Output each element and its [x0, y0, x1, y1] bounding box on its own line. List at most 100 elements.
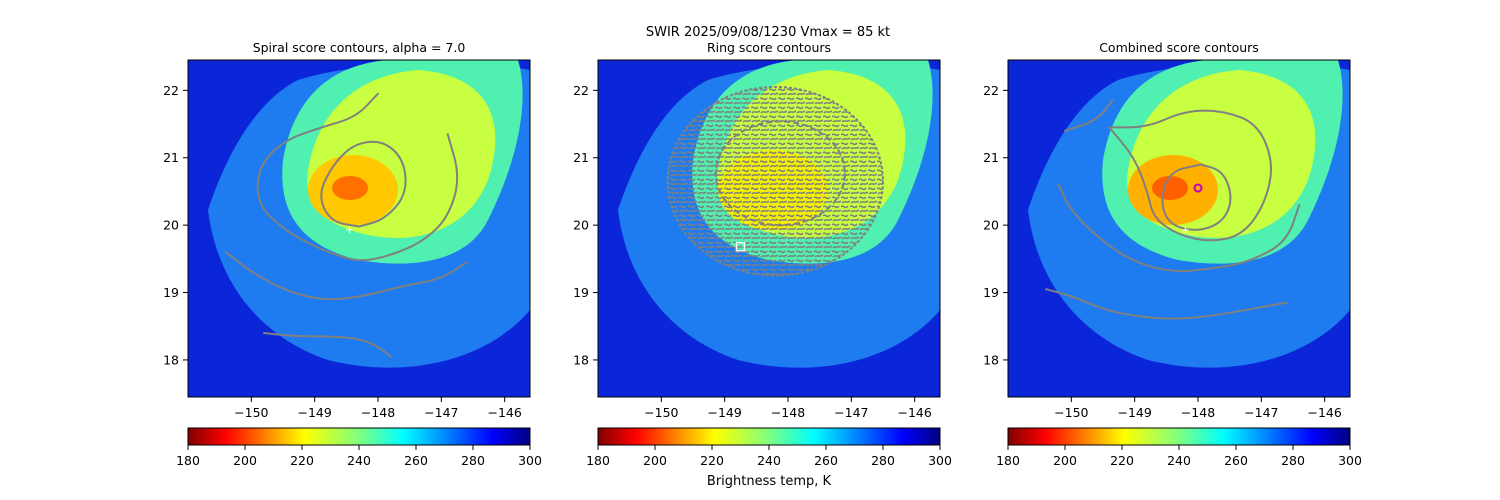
y-tick-label: 20: [573, 218, 589, 233]
panel-spiral: Spiral score contours, alpha = 7.0 −150−…: [163, 40, 542, 468]
colorbar-tick-label: 300: [1338, 453, 1362, 468]
x-tick-label: −150: [234, 405, 268, 420]
colorbar-ticks: 180 200 220 240 260 280 300: [176, 445, 542, 468]
marker-layer: [735, 241, 746, 252]
best-center-marker: [1193, 183, 1203, 193]
x-tick-label: −149: [1117, 405, 1151, 420]
x-tick-label: −149: [707, 405, 741, 420]
y-axis: 18 19 20 21 22: [983, 83, 1008, 367]
x-tick-label: −146: [897, 405, 931, 420]
figure-suptitle: SWIR 2025/09/08/1230 Vmax = 85 kt: [646, 25, 890, 40]
x-tick-label: −148: [361, 405, 395, 420]
x-tick-label: −146: [1307, 405, 1341, 420]
x-axis: −150 −149 −148 −147 −146: [1054, 397, 1342, 420]
contour-line: [263, 332, 392, 358]
colorbar-tick-label: 200: [233, 453, 257, 468]
contour-line: [225, 251, 468, 301]
y-tick-label: 21: [983, 150, 999, 165]
y-tick-label: 18: [573, 352, 589, 367]
colorbar-ticks: 180 200 220 240 260 280 300: [996, 445, 1362, 468]
x-axis: −150 −149 −148 −147 −146: [644, 397, 932, 420]
y-tick-label: 18: [163, 352, 179, 367]
contour-line: [1161, 163, 1232, 231]
colorbar-tick-label: 180: [586, 453, 610, 468]
heatmap-image: [1008, 60, 1350, 397]
colorbar-tick-label: 280: [871, 453, 895, 468]
contour-layer: [1045, 99, 1301, 320]
colorbar-tick-label: 260: [404, 453, 428, 468]
cloud-hotspot: [1152, 176, 1188, 200]
colorbar: 180 200 220 240 260 280 300: [586, 427, 952, 468]
y-tick-label: 20: [983, 218, 999, 233]
x-tick-label: −148: [1181, 405, 1215, 420]
axes-frame: [597, 59, 941, 398]
ring-contour-inner: [714, 120, 846, 227]
colorbar-tick-label: 200: [643, 453, 667, 468]
y-tick-label: 20: [163, 218, 179, 233]
marker-layer: [1182, 183, 1203, 233]
colorbar-tick-label: 180: [176, 453, 200, 468]
y-tick-label: 21: [163, 150, 179, 165]
panel-title: Spiral score contours, alpha = 7.0: [253, 40, 466, 55]
y-tick-label: 19: [983, 285, 999, 300]
panel-combined: Combined score contours −150 −149 −148 −147…: [983, 40, 1362, 468]
x-tick-label: −149: [297, 405, 331, 420]
colorbar-tick-label: 300: [518, 453, 542, 468]
x-tick-label: −147: [424, 405, 458, 420]
colorbar-tick-label: 280: [1281, 453, 1305, 468]
colorbar: 180 200 220 240 260 280 300: [996, 427, 1362, 468]
y-axis: 18 19 20 21 22: [573, 83, 598, 367]
contour-line: [256, 92, 459, 262]
colorbar-tick-label: 240: [1167, 453, 1191, 468]
contour-layer: [225, 92, 468, 358]
colorbar-strip: [1007, 427, 1351, 446]
colorbar-tick-label: 220: [700, 453, 724, 468]
y-tick-label: 19: [573, 285, 589, 300]
colorbar-tick-label: 260: [814, 453, 838, 468]
y-tick-label: 22: [983, 83, 999, 98]
colorbar-tick-label: 200: [1053, 453, 1077, 468]
contour-line: [1108, 109, 1273, 242]
x-axis: −150 −149 −148 −147 −146: [234, 397, 522, 420]
x-tick-label: −150: [644, 405, 678, 420]
y-tick-label: 18: [983, 352, 999, 367]
center-plus-marker: [1182, 226, 1189, 233]
axes-frame: [187, 59, 531, 398]
marker-layer: [346, 226, 353, 233]
x-tick-label: −150: [1054, 405, 1088, 420]
colorbar-strip: [187, 427, 531, 446]
ring-contour-cluster: [666, 85, 884, 277]
colorbar-label: Brightness temp, K: [707, 474, 832, 489]
panel-title: Ring score contours: [707, 40, 831, 55]
contour-line: [1064, 99, 1114, 132]
colorbar-tick-label: 240: [757, 453, 781, 468]
colorbar-strip: [597, 427, 941, 446]
axes-frame: [1007, 59, 1351, 398]
center-square-marker: [735, 241, 746, 252]
y-axis: 18 19 20 21 22: [163, 83, 188, 367]
y-tick-label: 22: [163, 83, 179, 98]
x-tick-label: −148: [771, 405, 805, 420]
ring-contour-region: [666, 85, 884, 277]
colorbar-tick-label: 220: [290, 453, 314, 468]
x-tick-label: −147: [1244, 405, 1278, 420]
colorbar-tick-label: 300: [928, 453, 952, 468]
panel-ring: Ring score contours −150 −149 −148 −147 −146…: [573, 40, 952, 489]
y-tick-label: 22: [573, 83, 589, 98]
y-tick-label: 21: [573, 150, 589, 165]
colorbar-tick-label: 280: [461, 453, 485, 468]
x-tick-label: −146: [487, 405, 521, 420]
x-tick-label: −147: [834, 405, 868, 420]
contour-line: [1057, 183, 1301, 273]
panel-title: Combined score contours: [1099, 40, 1259, 55]
colorbar: 180 200 220 240 260 280 300: [176, 427, 542, 468]
center-plus-marker: [346, 226, 353, 233]
colorbar-tick-label: 180: [996, 453, 1020, 468]
heatmap-image: [188, 60, 530, 397]
colorbar-tick-label: 220: [1110, 453, 1134, 468]
colorbar-ticks: 180 200 220 240 260 280 300: [586, 445, 952, 468]
colorbar-tick-label: 260: [1224, 453, 1248, 468]
contour-line: [1045, 288, 1288, 320]
cloud-hotspot: [332, 176, 368, 200]
